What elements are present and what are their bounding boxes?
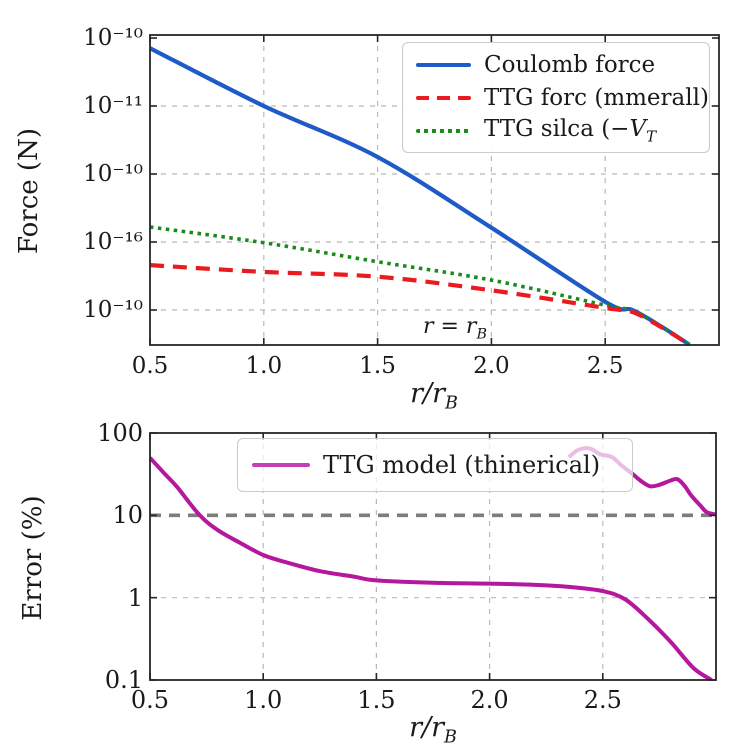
ttg-model-line-key bbox=[252, 463, 310, 467]
legend-entry-ttg-forc: TTG forc (mmerall) bbox=[416, 81, 709, 114]
ttg-silca-v-t-line bbox=[149, 225, 691, 346]
ttg-forc-line-key bbox=[416, 95, 471, 100]
legend-label: Coulomb force bbox=[484, 51, 656, 78]
ttg-silca-line-key bbox=[416, 128, 471, 133]
legend-label-var: V bbox=[629, 115, 647, 142]
legend-label-sub: T bbox=[646, 127, 657, 146]
bottom-legend: TTG model (thinerical) bbox=[237, 438, 633, 492]
coulomb-force-line bbox=[149, 46, 691, 346]
ttg-forc-mmerall-line bbox=[149, 263, 691, 346]
legend-label: TTG silca (−VT bbox=[484, 116, 656, 146]
legend-entry-coulomb: Coulomb force bbox=[416, 48, 709, 81]
legend-label: TTG forc (mmerall) bbox=[484, 84, 709, 111]
legend-label-base: TTG silca (− bbox=[484, 115, 630, 142]
top-legend: Coulomb force TTG forc (mmerall) TTG sil… bbox=[402, 42, 710, 153]
legend-entry-ttg-silca: TTG silca (−VT bbox=[416, 114, 709, 147]
legend-label: TTG model (thinerical) bbox=[323, 451, 601, 479]
ttg-model-thinerical-line bbox=[149, 456, 713, 681]
coulomb-line-key bbox=[416, 62, 471, 67]
